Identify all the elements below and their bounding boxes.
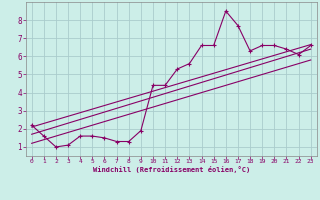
X-axis label: Windchill (Refroidissement éolien,°C): Windchill (Refroidissement éolien,°C) — [92, 166, 250, 173]
